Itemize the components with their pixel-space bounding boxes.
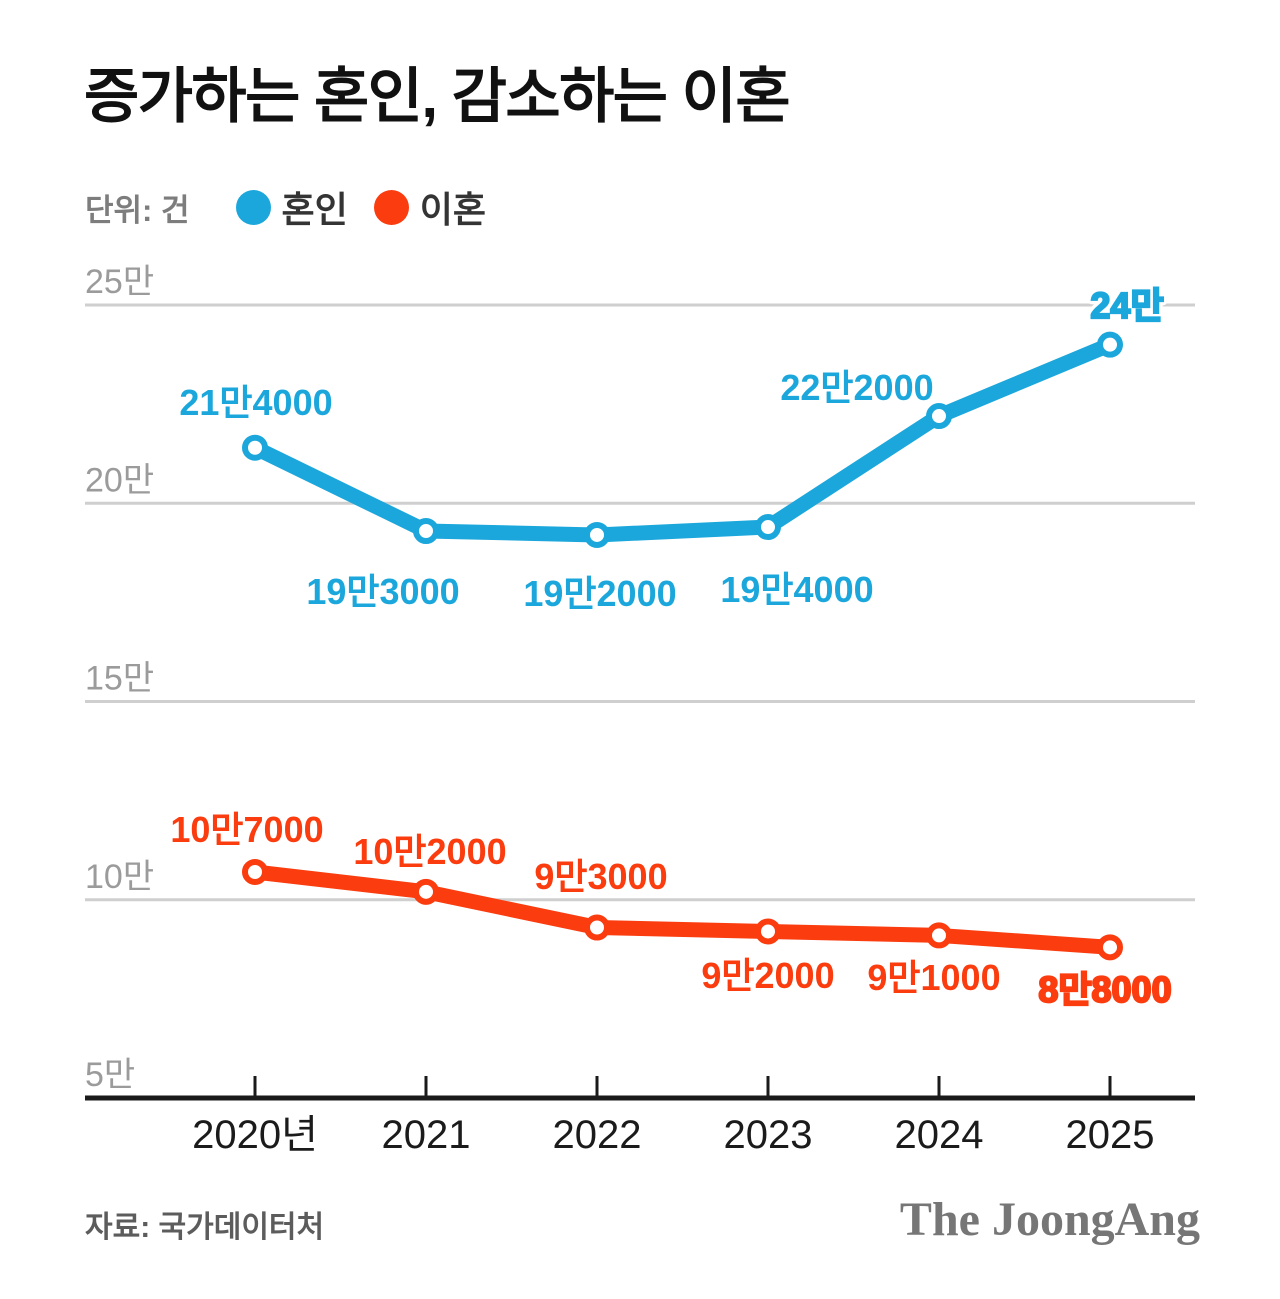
legend: 단위: 건 혼인 이혼 — [85, 186, 512, 230]
joongang-logo: The JoongAng — [899, 1193, 1200, 1246]
x-axis-label: 2021 — [382, 1113, 471, 1157]
data-label-이혼: 9만1000 — [867, 957, 1000, 998]
data-point-혼인 — [413, 518, 439, 545]
divorce-dot-icon — [373, 189, 409, 225]
data-label-혼인: 21만4000 — [179, 382, 332, 423]
legend-label-divorce: 이혼 — [419, 189, 486, 230]
y-axis-label: 25만 — [85, 263, 154, 301]
marriage-dot-icon — [235, 189, 271, 225]
page-title: 증가하는 혼인, 감소하는 이혼 — [84, 63, 791, 130]
x-axis-label: 2025 — [1066, 1113, 1155, 1157]
data-label-halo: 9만1000 — [867, 957, 1000, 998]
y-axis-label: 20만 — [85, 461, 154, 499]
data-label-halo: 24만 — [1090, 285, 1163, 326]
legend-item-marriage: 혼인 — [235, 181, 348, 233]
data-label-이혼: 8만8000 — [1038, 969, 1171, 1010]
x-axis-label: 2022 — [553, 1113, 642, 1157]
data-label-halo: 8만8000 — [1038, 969, 1171, 1010]
data-label-이혼: 10만7000 — [170, 809, 323, 850]
legend-item-divorce: 이혼 — [373, 181, 486, 233]
x-axis-label: 2023 — [724, 1113, 813, 1157]
data-label-halo: 9만3000 — [534, 856, 667, 897]
data-point-혼인 — [1097, 331, 1123, 358]
data-point-이혼 — [1097, 934, 1123, 961]
data-point-이혼 — [926, 922, 952, 949]
data-label-halo: 9만2000 — [701, 955, 834, 996]
data-point-이혼 — [242, 858, 268, 885]
data-label-halo: 10만7000 — [170, 809, 323, 850]
data-label-이혼: 9만2000 — [701, 955, 834, 996]
legend-label-marriage: 혼인 — [281, 189, 348, 230]
data-point-이혼 — [413, 878, 439, 905]
data-point-혼인 — [926, 403, 952, 430]
data-label-혼인: 19만4000 — [720, 569, 873, 610]
data-label-halo: 19만2000 — [523, 573, 676, 614]
data-label-혼인: 22만2000 — [780, 367, 933, 408]
data-point-혼인 — [584, 521, 610, 548]
data-point-혼인 — [755, 514, 781, 541]
source-label: 자료: 국가데이터처 — [85, 1211, 325, 1244]
y-axis-label: 15만 — [85, 660, 154, 698]
x-axis-label: 2024 — [895, 1113, 984, 1157]
data-label-halo: 19만4000 — [720, 569, 873, 610]
data-point-이혼 — [584, 914, 610, 941]
data-label-혼인: 19만2000 — [523, 573, 676, 614]
data-label-halo: 19만3000 — [306, 571, 459, 612]
data-label-halo: 21만4000 — [179, 382, 332, 423]
data-label-이혼: 9만3000 — [534, 856, 667, 897]
data-label-혼인: 24만 — [1090, 285, 1163, 326]
series-line-이혼 — [247, 864, 1118, 955]
data-label-혼인: 19만3000 — [306, 571, 459, 612]
data-label-halo: 22만2000 — [780, 367, 933, 408]
y-axis-label: 5만 — [85, 1056, 135, 1094]
data-point-이혼 — [755, 918, 781, 945]
x-axis-label: 2020년 — [192, 1113, 318, 1157]
y-axis-label: 10만 — [85, 858, 154, 896]
unit-label: 단위: 건 — [85, 192, 190, 228]
data-label-이혼: 10만2000 — [353, 831, 506, 872]
data-label-halo: 10만2000 — [353, 831, 506, 872]
data-point-혼인 — [242, 434, 268, 461]
series-line-혼인 — [247, 337, 1118, 543]
